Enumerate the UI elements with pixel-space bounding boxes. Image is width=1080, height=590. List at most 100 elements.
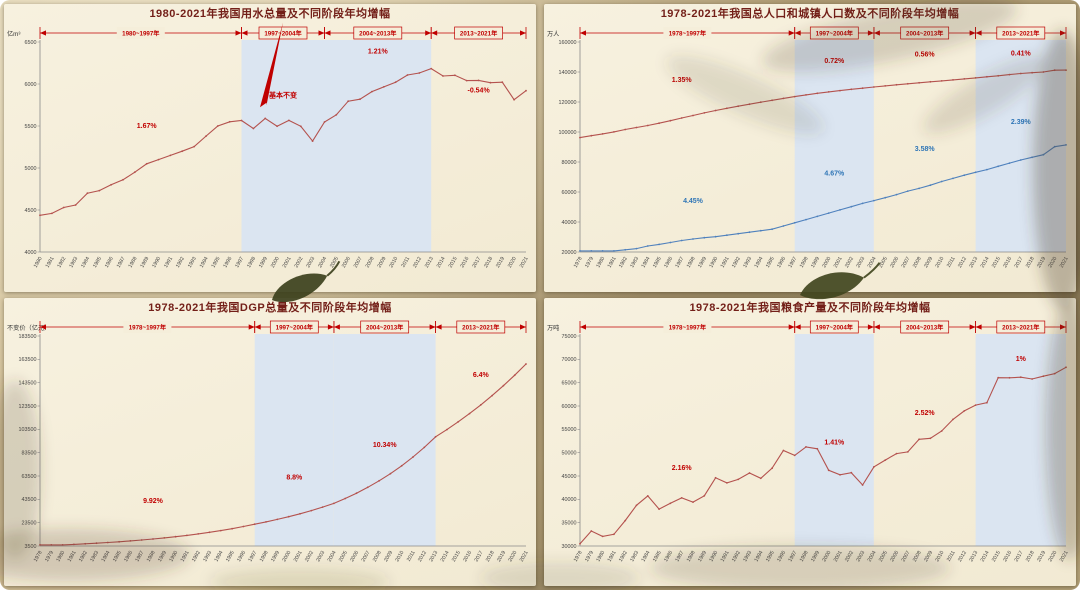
x-axis-year-labels: 1980 1981 1982 1983 1984 1985 1986 1987 1988 1989… [33, 256, 530, 269]
svg-text:2001: 2001 [293, 550, 304, 563]
svg-text:100000: 100000 [559, 130, 577, 136]
svg-text:6500: 6500 [25, 40, 37, 46]
svg-text:2000: 2000 [281, 550, 292, 563]
svg-text:2001: 2001 [833, 256, 844, 269]
svg-text:2012: 2012 [412, 256, 423, 269]
svg-text:5500: 5500 [25, 124, 37, 130]
svg-text:1999: 1999 [810, 550, 821, 563]
svg-text:1988: 1988 [128, 256, 139, 269]
svg-text:1980: 1980 [55, 550, 66, 563]
chart-title-grain: 1978-2021年我国粮食产量及不同阶段年均增幅 [689, 302, 931, 314]
svg-text:2015: 2015 [991, 550, 1002, 563]
svg-text:2008: 2008 [372, 550, 383, 563]
svg-text:2002: 2002 [304, 550, 315, 563]
svg-text:2020: 2020 [1047, 550, 1058, 563]
svg-text:1989: 1989 [157, 550, 168, 563]
svg-text:2012: 2012 [957, 256, 968, 269]
svg-text:2019: 2019 [496, 550, 507, 563]
svg-text:2016: 2016 [1002, 256, 1013, 269]
svg-text:1992: 1992 [731, 256, 742, 269]
svg-text:2014: 2014 [980, 256, 991, 269]
period-label: 2013~2021年 [460, 29, 498, 37]
period-header-row: 1978~1997年 1997~2004年 2004~2013年 2013~2021年 [579, 26, 1067, 40]
svg-text:1984: 1984 [101, 550, 112, 563]
svg-text:1994: 1994 [199, 256, 210, 269]
data-line [580, 144, 1067, 252]
svg-text:2007: 2007 [353, 256, 364, 269]
svg-text:4000: 4000 [25, 250, 37, 256]
growth-label: 1.21% [368, 48, 389, 55]
svg-text:1994: 1994 [214, 550, 225, 563]
svg-text:2008: 2008 [912, 550, 923, 563]
svg-text:70000: 70000 [562, 357, 577, 363]
svg-text:1996: 1996 [222, 256, 233, 269]
svg-text:2020: 2020 [507, 550, 518, 563]
svg-text:160000: 160000 [559, 40, 577, 46]
svg-text:1994: 1994 [754, 550, 765, 563]
svg-text:80000: 80000 [562, 160, 577, 166]
growth-label: 1.41% [824, 440, 845, 447]
svg-text:2008: 2008 [912, 256, 923, 269]
period-label: 1978~1997年 [669, 29, 707, 37]
growth-label: 基本不变 [268, 90, 297, 99]
svg-text:1980: 1980 [33, 256, 44, 269]
svg-text:2018: 2018 [483, 256, 494, 269]
x-axis-year-labels: 1978 1979 1980 1981 1982 1983 1984 1985 1986 1987… [33, 550, 530, 563]
svg-text:1979: 1979 [44, 550, 55, 563]
svg-text:2005: 2005 [329, 256, 340, 269]
water-usage-chart: 4000 4500 5000 5500 6000 6500 亿m³ 1980~1997年 199… [7, 22, 530, 269]
svg-text:1981: 1981 [607, 256, 618, 269]
svg-text:2007: 2007 [901, 550, 912, 563]
svg-text:65000: 65000 [562, 381, 577, 387]
growth-label: 2.39% [1011, 119, 1032, 126]
period-label: 1997~2004年 [816, 323, 854, 331]
svg-text:1991: 1991 [720, 550, 731, 563]
svg-text:2015: 2015 [991, 256, 1002, 269]
svg-text:1998: 1998 [799, 256, 810, 269]
svg-text:2010: 2010 [934, 256, 945, 269]
svg-text:2009: 2009 [383, 550, 394, 563]
axes: 4000 4500 5000 5500 6000 6500 亿m³ [7, 30, 526, 256]
svg-text:2011: 2011 [946, 550, 957, 563]
svg-text:1986: 1986 [123, 550, 134, 563]
svg-text:2020: 2020 [507, 256, 518, 269]
chart-title-water: 1980-2021年我国用水总量及不同阶段年均增幅 [149, 8, 391, 20]
svg-text:1985: 1985 [92, 256, 103, 269]
data-line [39, 67, 527, 216]
svg-text:45000: 45000 [562, 474, 577, 480]
svg-text:1993: 1993 [742, 256, 753, 269]
svg-text:1985: 1985 [112, 550, 123, 563]
growth-label: 4.67% [824, 171, 845, 178]
svg-text:163500: 163500 [19, 357, 37, 363]
svg-text:2009: 2009 [377, 256, 388, 269]
svg-text:1995: 1995 [765, 256, 776, 269]
svg-text:1984: 1984 [641, 256, 652, 269]
svg-text:1991: 1991 [163, 256, 174, 269]
period-header-row: 1980~1997年 1997~2004年 2004~2013年 2013~2021年 [39, 26, 527, 40]
svg-text:2003: 2003 [855, 256, 866, 269]
svg-text:1996: 1996 [776, 550, 787, 563]
svg-text:1992: 1992 [731, 550, 742, 563]
svg-text:63500: 63500 [22, 474, 37, 480]
svg-text:1990: 1990 [168, 550, 179, 563]
svg-text:2016: 2016 [462, 550, 473, 563]
svg-text:2017: 2017 [471, 256, 482, 269]
growth-label: -0.54% [468, 87, 491, 94]
svg-text:2006: 2006 [341, 256, 352, 269]
svg-text:2001: 2001 [282, 256, 293, 269]
svg-text:2020: 2020 [1047, 256, 1058, 269]
svg-text:2007: 2007 [361, 550, 372, 563]
growth-label: 0.72% [824, 58, 845, 65]
period-bands [254, 334, 436, 546]
period-label: 2013~2021年 [462, 323, 500, 331]
growth-label: 1.35% [672, 77, 693, 84]
svg-text:2015: 2015 [451, 550, 462, 563]
period-header-row: 1978~1997年 1997~2004年 2004~2013年 2013~2021年 [579, 320, 1067, 334]
growth-label: 1% [1016, 356, 1027, 363]
x-axis-year-labels: 1978 1979 1980 1981 1982 1983 1984 1985 1986 1987… [573, 256, 1070, 269]
chart-title-gdp: 1978-2021年我国DGP总量及不同阶段年均增幅 [148, 302, 392, 314]
svg-text:2008: 2008 [365, 256, 376, 269]
svg-text:1981: 1981 [607, 550, 618, 563]
svg-text:1994: 1994 [754, 256, 765, 269]
growth-label: 3.58% [915, 146, 936, 153]
